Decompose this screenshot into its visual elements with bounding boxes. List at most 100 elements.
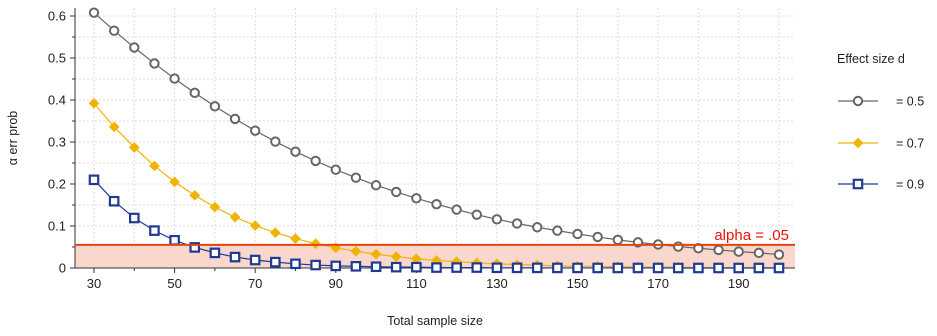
data-point-series-2 (108, 121, 120, 133)
data-point-series-3 (713, 262, 724, 274)
data-point-series-1 (169, 73, 180, 84)
legend-marker-3 (852, 178, 864, 190)
data-point-series-1 (129, 42, 140, 53)
data-point-series-1 (249, 125, 261, 136)
data-point-series-1 (592, 231, 603, 243)
data-point-series-3 (572, 262, 583, 274)
data-point-series-1 (350, 172, 362, 183)
data-point-series-3 (390, 261, 402, 273)
data-point-series-1 (149, 58, 160, 69)
data-point-series-3 (189, 242, 201, 253)
data-point-series-1 (189, 87, 200, 99)
x-tick-label: 90 (329, 276, 343, 291)
y-axis-title: α err prob (6, 111, 20, 166)
data-point-series-1 (673, 241, 684, 252)
data-point-series-3 (270, 256, 281, 268)
data-point-series-3 (370, 261, 382, 273)
data-point-series-3 (773, 262, 785, 274)
x-tick-label: 70 (248, 276, 262, 291)
data-point-series-2 (310, 238, 321, 249)
data-point-series-3 (88, 174, 100, 186)
data-point-series-3 (411, 261, 422, 273)
data-point-series-3 (108, 195, 120, 207)
data-point-series-3 (209, 247, 221, 259)
data-point-series-1 (330, 164, 341, 175)
data-point-series-3 (632, 262, 644, 274)
data-point-series-1 (209, 101, 221, 112)
data-point-series-1 (431, 198, 442, 210)
data-point-series-1 (612, 234, 624, 246)
data-point-series-1 (270, 136, 281, 147)
data-point-series-2 (350, 245, 362, 257)
series-line-1 (93, 12, 780, 256)
data-point-series-3 (511, 262, 523, 274)
data-point-series-3 (431, 262, 442, 273)
data-point-series-1 (733, 246, 744, 257)
data-point-series-2 (270, 227, 281, 239)
data-point-series-2 (290, 233, 301, 244)
y-tick-label: 0.6 (48, 9, 66, 24)
x-tick-label: 110 (406, 276, 427, 291)
data-point-series-2 (390, 251, 402, 262)
legend-marker-1 (852, 95, 864, 107)
x-tick-label: 30 (87, 276, 101, 291)
data-point-series-3 (330, 260, 342, 272)
data-point-series-1 (552, 225, 563, 236)
data-point-series-3 (249, 254, 261, 266)
data-point-series-1 (753, 247, 765, 259)
data-point-series-1 (572, 228, 583, 240)
data-point-series-1 (713, 244, 724, 256)
data-point-series-1 (532, 222, 543, 233)
x-tick-label: 190 (728, 276, 750, 291)
data-point-series-3 (169, 234, 180, 246)
data-point-series-1 (88, 7, 100, 18)
data-point-series-3 (612, 262, 624, 274)
legend-title: Effect size d (837, 52, 905, 66)
y-tick-label: 0.3 (48, 135, 66, 150)
data-point-series-2 (229, 211, 241, 223)
data-point-series-2 (249, 220, 261, 231)
y-tick-label: 0.5 (48, 51, 66, 66)
data-point-series-1 (391, 186, 402, 198)
alpha-label: alpha = .05 (714, 227, 789, 244)
data-point-series-3 (350, 261, 362, 272)
data-point-series-1 (370, 180, 382, 191)
data-point-series-3 (451, 262, 462, 273)
data-point-series-1 (411, 193, 422, 204)
legend-label: = 0.7 (896, 137, 924, 151)
data-point-series-1 (471, 209, 482, 220)
y-tick-label: 0.2 (48, 177, 66, 192)
x-tick-label: 50 (167, 276, 181, 291)
data-point-series-3 (753, 262, 765, 274)
data-point-series-1 (773, 249, 785, 260)
x-tick-label: 170 (647, 276, 669, 291)
data-point-series-3 (552, 262, 563, 274)
data-point-series-2 (128, 142, 140, 153)
data-point-series-3 (491, 262, 503, 274)
data-point-series-2 (189, 190, 201, 201)
data-point-series-1 (451, 204, 462, 215)
data-point-series-3 (672, 262, 684, 274)
data-point-series-3 (149, 225, 160, 236)
y-tick-label: 0.4 (48, 93, 66, 108)
data-point-series-3 (229, 251, 241, 263)
data-point-series-3 (310, 259, 321, 271)
x-axis-title: Total sample size (387, 314, 483, 328)
data-point-series-2 (169, 176, 180, 188)
data-point-series-1 (229, 113, 241, 125)
legend-label: = 0.5 (896, 95, 924, 109)
data-point-series-3 (290, 258, 301, 270)
data-point-series-3 (531, 262, 543, 274)
x-tick-label: 150 (567, 276, 589, 291)
data-point-series-1 (310, 155, 321, 167)
data-point-series-3 (652, 262, 664, 274)
data-point-series-3 (693, 262, 704, 274)
y-tick-label: 0 (59, 261, 66, 276)
legend-label: = 0.9 (896, 178, 924, 192)
data-point-series-3 (128, 212, 140, 224)
y-tick-label: 0.1 (48, 219, 66, 234)
x-tick-label: 130 (486, 276, 508, 291)
data-point-series-2 (209, 201, 221, 213)
